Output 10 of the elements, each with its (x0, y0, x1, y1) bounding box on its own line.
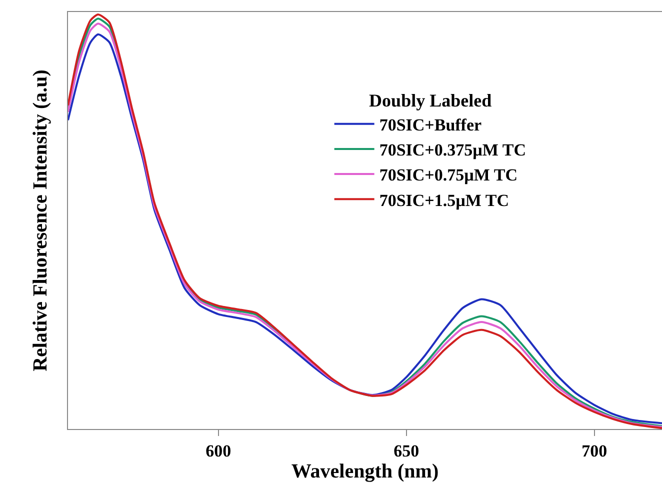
legend-label: 70SIC+1.5µM TC (379, 190, 510, 210)
x-axis-title: Wavelength (nm) (291, 460, 439, 482)
legend-label: 70SIC+0.75µM TC (379, 166, 518, 185)
legend-label: 70SIC+0.375µM TC (379, 140, 526, 160)
x-tick-label: 700 (582, 441, 608, 460)
x-tick-label: 600 (206, 441, 232, 460)
x-tick-label: 650 (394, 441, 420, 460)
y-axis-title: Relative Fluoresence Intensity (a.u) (30, 70, 52, 372)
legend-label: 70SIC+Buffer (379, 115, 482, 134)
legend-title: Doubly Labeled (369, 90, 492, 110)
